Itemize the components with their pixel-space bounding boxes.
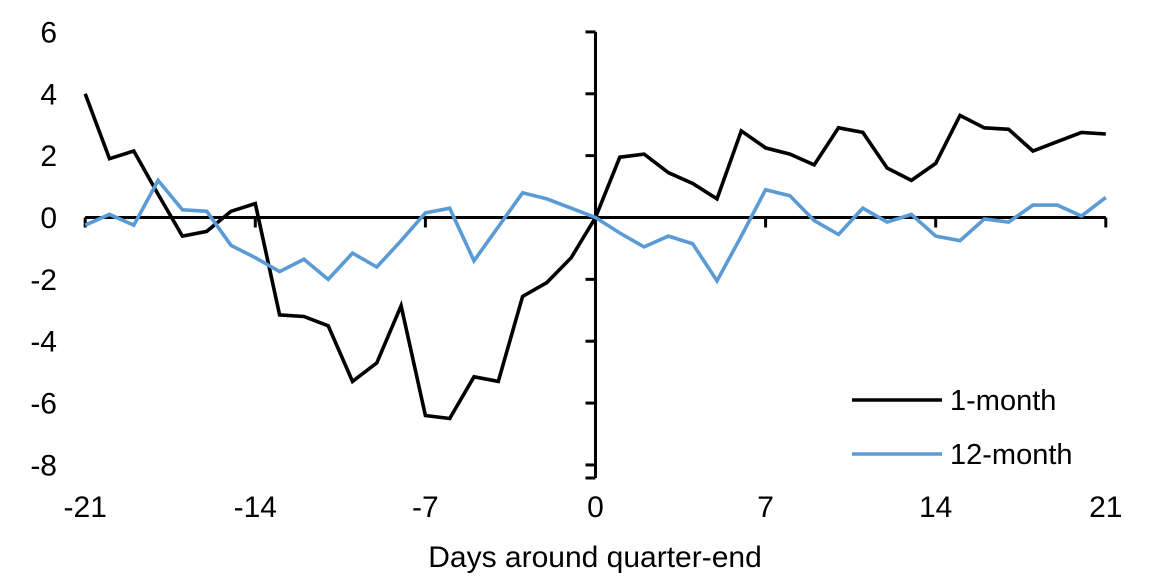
y-tick-label: -2	[30, 264, 57, 297]
x-tick-label: 7	[757, 491, 774, 524]
series-group	[83, 93, 1107, 421]
x-tick-label: 0	[587, 491, 604, 524]
y-tick-label: -6	[30, 388, 57, 421]
legend: 1-month 12-month	[852, 385, 1073, 471]
y-tick-label: 4	[40, 78, 57, 111]
x-tick-label: 21	[1089, 491, 1122, 524]
y-tick-label: -8	[30, 449, 57, 482]
x-tick-label: -7	[412, 491, 439, 524]
series-line-12-month	[84, 177, 1107, 285]
y-tick-label: 0	[40, 202, 57, 235]
y-tick-label: 6	[40, 16, 57, 49]
x-tick-label: -14	[234, 491, 277, 524]
axes-group: -21 -14 -7 0 7 14 21 6 4 2 0 -2 -4 -6 -8	[30, 16, 1122, 524]
y-tick-label: -4	[30, 326, 57, 359]
legend-label-12-month: 12-month	[950, 439, 1073, 471]
x-axis-title: Days around quarter-end	[428, 541, 762, 574]
x-tick-label: 14	[919, 491, 952, 524]
x-tick-label: -21	[64, 491, 107, 524]
y-tick-label: 2	[40, 140, 57, 173]
legend-label-1-month: 1-month	[950, 385, 1056, 417]
